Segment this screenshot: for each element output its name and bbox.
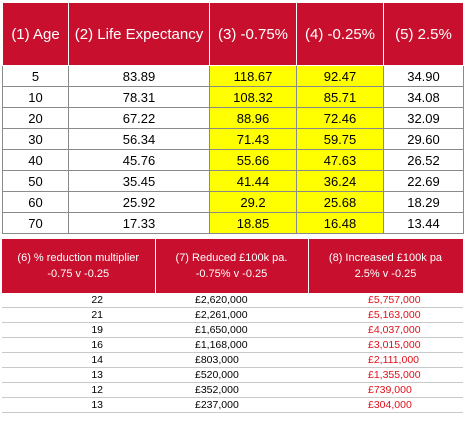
table-row: 14 £803,000 £2,111,000 — [2, 352, 463, 368]
cell-reduction-multiplier: 14 — [2, 352, 155, 368]
table-row: 60 25.92 29.2 25.68 18.29 — [2, 191, 464, 213]
table-row: 13 £520,000 £1,355,000 — [2, 367, 463, 383]
table-row: 50 35.45 41.44 36.24 22.69 — [2, 170, 464, 192]
cell-life-expectancy: 25.92 — [68, 191, 210, 213]
cell-plus-25: 13.44 — [383, 212, 464, 234]
cell-age: 40 — [2, 149, 69, 171]
header-reduction-multiplier: (6) % reduction multiplier -0.75 v -0.25 — [2, 239, 156, 293]
header-age: (1) Age — [2, 2, 69, 66]
cell-age: 50 — [2, 170, 69, 192]
cell-age: 30 — [2, 128, 69, 150]
cell-minus-025: 92.47 — [296, 65, 384, 87]
cell-minus-025: 16.48 — [296, 212, 384, 234]
cell-reduced: £1,650,000 — [155, 322, 308, 338]
cell-increased: £1,355,000 — [308, 367, 463, 383]
header-plus-25: (5) 2.5% — [383, 2, 464, 66]
cell-minus-025: 72.46 — [296, 107, 384, 129]
cell-reduction-multiplier: 22 — [2, 293, 155, 308]
cell-reduced: £237,000 — [155, 397, 308, 413]
cell-life-expectancy: 35.45 — [68, 170, 210, 192]
cell-plus-25: 34.90 — [383, 65, 464, 87]
header-life-expectancy: (2) Life Expectancy — [68, 2, 210, 66]
cell-age: 10 — [2, 86, 69, 108]
cell-reduced: £2,620,000 — [155, 293, 308, 308]
cell-reduction-multiplier: 19 — [2, 322, 155, 338]
header-reduced: (7) Reduced £100k pa. -0.75% v -0.25 — [155, 239, 309, 293]
cell-life-expectancy: 56.34 — [68, 128, 210, 150]
cell-reduction-multiplier: 16 — [2, 337, 155, 353]
cell-minus-075: 18.85 — [209, 212, 297, 234]
cell-reduction-multiplier: 13 — [2, 397, 155, 413]
header-minus-075: (3) -0.75% — [209, 2, 297, 66]
cell-increased: £5,757,000 — [308, 293, 463, 308]
table-row: 70 17.33 18.85 16.48 13.44 — [2, 212, 464, 234]
header-line: (6) % reduction multiplier — [17, 252, 140, 264]
cell-life-expectancy: 83.89 — [68, 65, 210, 87]
cell-increased: £304,000 — [308, 397, 463, 413]
cell-life-expectancy: 17.33 — [68, 212, 210, 234]
header-increased: (8) Increased £100k pa 2.5% v -0.25 — [308, 239, 464, 293]
annuity-cost-table: (6) % reduction multiplier -0.75 v -0.25… — [2, 239, 464, 413]
cell-reduced: £520,000 — [155, 367, 308, 383]
cell-increased: £5,163,000 — [308, 307, 463, 323]
cell-plus-25: 32.09 — [383, 107, 464, 129]
cell-plus-25: 22.69 — [383, 170, 464, 192]
cell-life-expectancy: 78.31 — [68, 86, 210, 108]
table-row: 5 83.89 118.67 92.47 34.90 — [2, 65, 464, 87]
header-line: 2.5% v -0.25 — [354, 268, 417, 280]
header-line: (8) Increased £100k pa — [328, 252, 443, 264]
header-line: (7) Reduced £100k pa. — [175, 252, 288, 264]
cell-minus-075: 71.43 — [209, 128, 297, 150]
table-row: 22 £2,620,000 £5,757,000 — [2, 293, 463, 308]
cell-minus-075: 55.66 — [209, 149, 297, 171]
table-row: 20 67.22 88.96 72.46 32.09 — [2, 107, 464, 129]
table-header-row: (6) % reduction multiplier -0.75 v -0.25… — [2, 239, 464, 293]
cell-life-expectancy: 45.76 — [68, 149, 210, 171]
cell-minus-075: 108.32 — [209, 86, 297, 108]
cell-plus-25: 26.52 — [383, 149, 464, 171]
cell-increased: £3,015,000 — [308, 337, 463, 353]
life-expectancy-table: (1) Age (2) Life Expectancy (3) -0.75% (… — [2, 2, 464, 234]
cell-reduction-multiplier: 21 — [2, 307, 155, 323]
cell-minus-025: 85.71 — [296, 86, 384, 108]
table-row: 19 £1,650,000 £4,037,000 — [2, 322, 463, 338]
cell-age: 5 — [2, 65, 69, 87]
cell-reduced: £352,000 — [155, 382, 308, 398]
cell-minus-025: 25.68 — [296, 191, 384, 213]
cell-minus-025: 59.75 — [296, 128, 384, 150]
cell-increased: £2,111,000 — [308, 352, 463, 368]
table-row: 21 £2,261,000 £5,163,000 — [2, 307, 463, 323]
cell-plus-25: 29.60 — [383, 128, 464, 150]
cell-minus-075: 88.96 — [209, 107, 297, 129]
cell-plus-25: 18.29 — [383, 191, 464, 213]
header-minus-025: (4) -0.25% — [296, 2, 384, 66]
cell-minus-025: 36.24 — [296, 170, 384, 192]
table-row: 10 78.31 108.32 85.71 34.08 — [2, 86, 464, 108]
cell-increased: £739,000 — [308, 382, 463, 398]
table-row: 13 £237,000 £304,000 — [2, 397, 463, 413]
table-row: 12 £352,000 £739,000 — [2, 382, 463, 398]
cell-reduction-multiplier: 12 — [2, 382, 155, 398]
cell-age: 20 — [2, 107, 69, 129]
cell-life-expectancy: 67.22 — [68, 107, 210, 129]
cell-reduction-multiplier: 13 — [2, 367, 155, 383]
header-line: -0.75% v -0.25 — [195, 268, 268, 280]
table-row: 16 £1,168,000 £3,015,000 — [2, 337, 463, 353]
table-row: 30 56.34 71.43 59.75 29.60 — [2, 128, 464, 150]
cell-age: 60 — [2, 191, 69, 213]
cell-minus-025: 47.63 — [296, 149, 384, 171]
header-line: -0.75 v -0.25 — [47, 268, 110, 280]
cell-reduced: £1,168,000 — [155, 337, 308, 353]
cell-reduced: £2,261,000 — [155, 307, 308, 323]
cell-plus-25: 34.08 — [383, 86, 464, 108]
cell-increased: £4,037,000 — [308, 322, 463, 338]
cell-age: 70 — [2, 212, 69, 234]
cell-minus-075: 41.44 — [209, 170, 297, 192]
table-row: 40 45.76 55.66 47.63 26.52 — [2, 149, 464, 171]
cell-reduced: £803,000 — [155, 352, 308, 368]
table-header-row: (1) Age (2) Life Expectancy (3) -0.75% (… — [2, 2, 464, 66]
cell-minus-075: 29.2 — [209, 191, 297, 213]
cell-minus-075: 118.67 — [209, 65, 297, 87]
